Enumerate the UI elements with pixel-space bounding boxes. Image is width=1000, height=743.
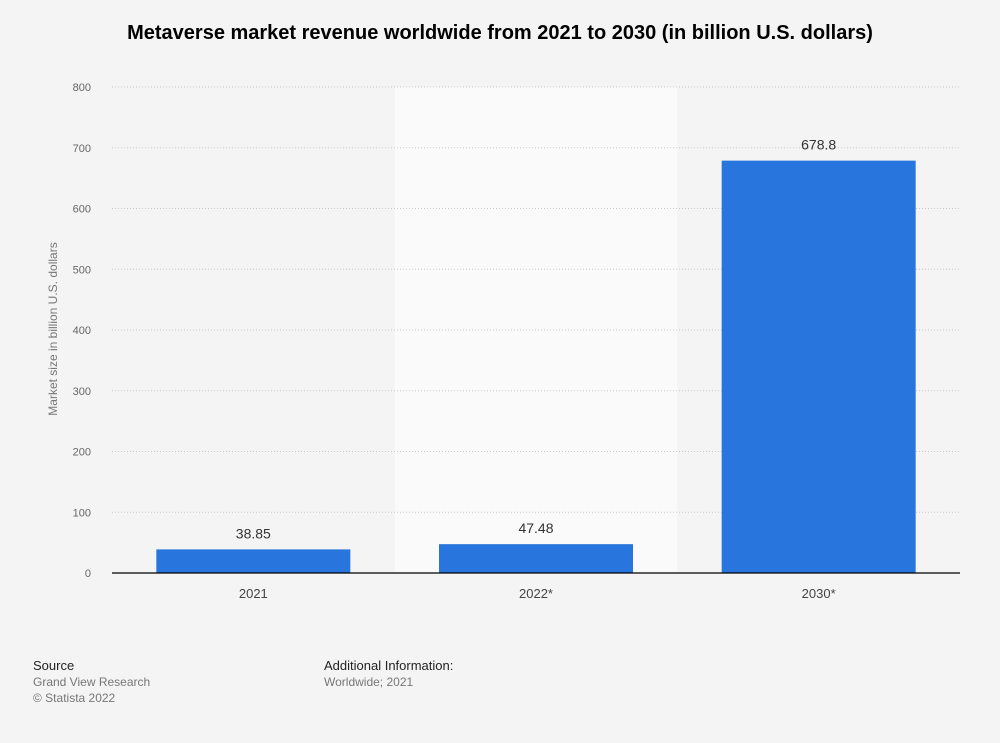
y-axis-title: Market size in billion U.S. dollars: [46, 242, 60, 415]
data-label: 678.8: [801, 137, 836, 153]
additional-info-line: Worldwide; 2021: [324, 675, 414, 689]
y-tick-label: 300: [73, 386, 91, 398]
y-tick-label: 800: [73, 82, 91, 94]
x-tick-label: 2021: [239, 586, 268, 601]
data-label: 38.85: [236, 525, 271, 541]
y-tick-label: 0: [85, 568, 91, 580]
source-block: Source Grand View Research © Statista 20…: [33, 658, 150, 706]
y-tick-label: 600: [73, 204, 91, 216]
chart-title: Metaverse market revenue worldwide from …: [127, 22, 873, 44]
additional-info-block: Additional Information: Worldwide; 2021: [324, 658, 453, 690]
y-tick-label: 700: [73, 143, 91, 155]
bar-2021[interactable]: [156, 549, 351, 573]
additional-info-heading: Additional Information:: [324, 658, 454, 673]
source-heading: Source: [33, 658, 75, 673]
x-tick-label: 2022*: [519, 586, 553, 601]
copyright-line: © Statista 2022: [33, 691, 116, 705]
data-label: 47.48: [518, 520, 553, 536]
y-tick-label: 500: [73, 264, 91, 276]
source-line[interactable]: Grand View Research: [33, 675, 151, 689]
y-tick-label: 200: [73, 447, 91, 459]
y-tick-label: 100: [73, 507, 91, 519]
bar-2022[interactable]: [439, 544, 633, 573]
y-tick-label: 400: [73, 325, 91, 337]
bar-2030[interactable]: [721, 160, 916, 573]
x-tick-label: 2030*: [802, 586, 836, 601]
